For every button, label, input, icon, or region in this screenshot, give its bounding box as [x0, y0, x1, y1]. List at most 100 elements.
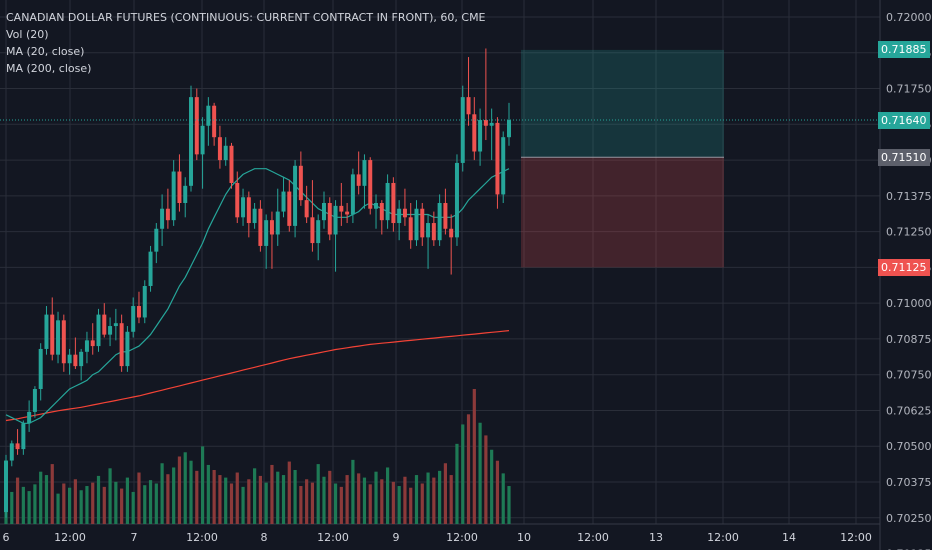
- volume-bar: [310, 482, 315, 524]
- candle-body: [293, 165, 298, 226]
- y-tick-label: 0.70875: [886, 333, 932, 346]
- volume-bar: [287, 461, 291, 524]
- ma20-line: [5, 168, 510, 424]
- candle-body: [119, 323, 124, 367]
- volume-bar: [397, 486, 401, 524]
- volume-bar: [114, 481, 118, 524]
- candle-body: [501, 137, 506, 195]
- volume-bar: [148, 480, 153, 524]
- y-tick-label: 0.70500: [886, 440, 932, 453]
- candle-body: [108, 326, 113, 335]
- volume-bar: [495, 460, 500, 524]
- candle-body: [420, 208, 425, 238]
- candle-body: [96, 314, 101, 347]
- loss-zone: [521, 157, 724, 268]
- volume-bar: [247, 479, 251, 524]
- volume-bar: [85, 486, 89, 524]
- candle-body: [402, 208, 407, 218]
- candle-body: [356, 174, 361, 186]
- volume-bar: [33, 484, 37, 524]
- volume-bar: [409, 487, 413, 524]
- x-tick-label: 12:00: [317, 531, 349, 544]
- volume-bar: [385, 467, 390, 524]
- x-tick-label: 12:00: [446, 531, 478, 544]
- y-tick-label: 0.70750: [886, 369, 932, 382]
- volume-bar: [333, 483, 338, 524]
- volume-bar: [200, 446, 205, 524]
- x-tick-label: 12:00: [577, 531, 609, 544]
- legend: CANADIAN DOLLAR FUTURES (CONTINUOUS: CUR…: [6, 9, 486, 77]
- volume-bar: [166, 474, 170, 524]
- volume-bar: [484, 435, 488, 524]
- volume-bar: [27, 491, 31, 524]
- candle-body: [264, 220, 269, 246]
- volume-bar: [322, 476, 326, 524]
- candle-body: [316, 220, 321, 244]
- volume-bar: [10, 491, 14, 524]
- candle-body: [223, 145, 228, 161]
- volume-bar: [362, 477, 367, 524]
- candle-body: [275, 211, 280, 235]
- candle-body: [426, 223, 431, 238]
- candle-body: [160, 208, 165, 229]
- candle-body: [38, 348, 43, 390]
- candle-body: [374, 203, 379, 209]
- x-tick-label: 12:00: [54, 531, 86, 544]
- candle-body: [379, 203, 384, 221]
- volume-bar: [212, 470, 216, 524]
- candle-body: [454, 162, 459, 238]
- volume-bar: [374, 471, 378, 524]
- target-price-label: 0.71885: [878, 41, 930, 59]
- volume-bar: [224, 477, 228, 524]
- candle-body: [21, 423, 26, 450]
- candle-body: [142, 285, 147, 318]
- volume-bar: [426, 472, 430, 524]
- volume-bar: [281, 475, 286, 524]
- volume-bar: [195, 470, 199, 524]
- volume-bar: [229, 483, 234, 524]
- x-tick-label: 7: [131, 531, 138, 544]
- volume-bar: [177, 456, 182, 524]
- volume-bar: [131, 491, 135, 524]
- volume-bar: [96, 475, 101, 524]
- x-tick-label: 10: [517, 531, 531, 544]
- volume-bar: [73, 479, 77, 524]
- y-tick-label: 0.70375: [886, 476, 932, 489]
- volume-bar: [345, 475, 349, 524]
- candle-body: [177, 171, 182, 204]
- volume-bar: [137, 472, 141, 524]
- candle-body: [212, 105, 217, 138]
- volume-bar: [472, 389, 476, 524]
- volume-bar: [299, 486, 303, 524]
- y-tick-label: 0.70125: [886, 548, 932, 550]
- legend-ma200: MA (200, close): [6, 62, 92, 75]
- volume-bar: [91, 482, 95, 524]
- candle-body: [246, 197, 251, 224]
- candle-body: [385, 182, 390, 221]
- candle-body: [27, 411, 32, 424]
- y-tick-label: 0.70625: [886, 404, 932, 417]
- candle-body: [408, 217, 413, 241]
- volume-bar: [501, 473, 505, 524]
- volume-bar: [206, 464, 210, 524]
- x-tick-label: 12:00: [186, 531, 218, 544]
- candle-body: [136, 306, 141, 318]
- candle-body: [489, 122, 494, 126]
- profit-zone: [521, 49, 724, 158]
- candle-body: [125, 331, 130, 367]
- volume-bar: [316, 464, 320, 524]
- candle-body: [414, 208, 419, 241]
- volume-bar: [305, 479, 309, 524]
- volume-bar: [172, 467, 176, 524]
- volume-bar: [120, 488, 124, 524]
- candle-body: [102, 314, 107, 335]
- volume-bar: [67, 487, 72, 524]
- volume-bar: [466, 414, 471, 524]
- volume-bar: [154, 483, 158, 524]
- candle-body: [189, 97, 194, 186]
- candle-body: [478, 120, 483, 152]
- candle-body: [507, 120, 511, 138]
- candle-body: [61, 320, 66, 364]
- candle-body: [183, 185, 188, 204]
